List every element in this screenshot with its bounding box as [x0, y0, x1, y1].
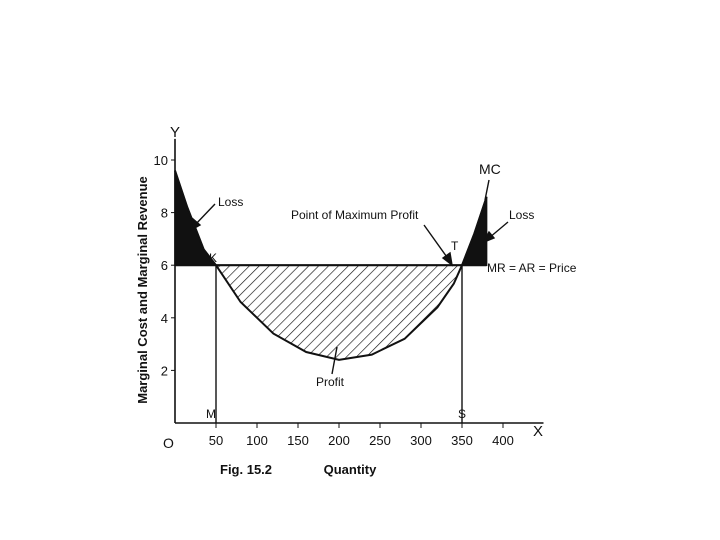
y-tick-label-6: 6	[161, 258, 168, 273]
figure-label: Fig. 15.2	[220, 462, 272, 477]
y-tick-label-10: 10	[154, 153, 168, 168]
profit-pointer	[331, 346, 338, 375]
point-s-label: S	[458, 407, 466, 421]
x-tick-label-150: 150	[287, 433, 309, 448]
x-tick-label-250: 250	[369, 433, 391, 448]
profit-area	[216, 265, 462, 360]
x-axis-title: Quantity	[324, 462, 377, 477]
point-k-label: K	[209, 251, 217, 265]
y-tick-label-2: 2	[161, 363, 168, 378]
mc-curve	[174, 170, 488, 361]
x-axis-letter: X	[533, 423, 543, 440]
mc-pointer	[484, 179, 490, 201]
max-profit-arrow	[423, 224, 450, 261]
loss-right-arrowhead	[482, 230, 496, 244]
y-tick-label-8: 8	[161, 206, 168, 221]
loss-left-arrowhead	[190, 217, 202, 232]
origin-label: O	[163, 435, 174, 451]
max-profit-label: Point of Maximum Profit	[291, 208, 419, 222]
profit-label: Profit	[316, 375, 345, 389]
x-tick-label-400: 400	[492, 433, 514, 448]
x-tick-label-300: 300	[410, 433, 432, 448]
y-axis-letter: Y	[170, 124, 180, 141]
x-tick-label-200: 200	[328, 433, 350, 448]
x-tick-label-50: 50	[209, 433, 223, 448]
mc-label: MC	[479, 161, 501, 177]
mr-label: MR = AR = Price	[487, 261, 577, 275]
x-tick-label-350: 350	[451, 433, 473, 448]
point-t-label: T	[451, 239, 459, 253]
point-m-label: M	[206, 407, 216, 421]
loss-right-label: Loss	[509, 208, 534, 222]
max-profit-arrowhead	[441, 251, 453, 267]
x-tick-label-100: 100	[246, 433, 268, 448]
loss-left-label: Loss	[218, 195, 243, 209]
y-axis-title: Marginal Cost and Marginal Revenue	[135, 176, 150, 404]
y-tick-label-4: 4	[161, 311, 168, 326]
